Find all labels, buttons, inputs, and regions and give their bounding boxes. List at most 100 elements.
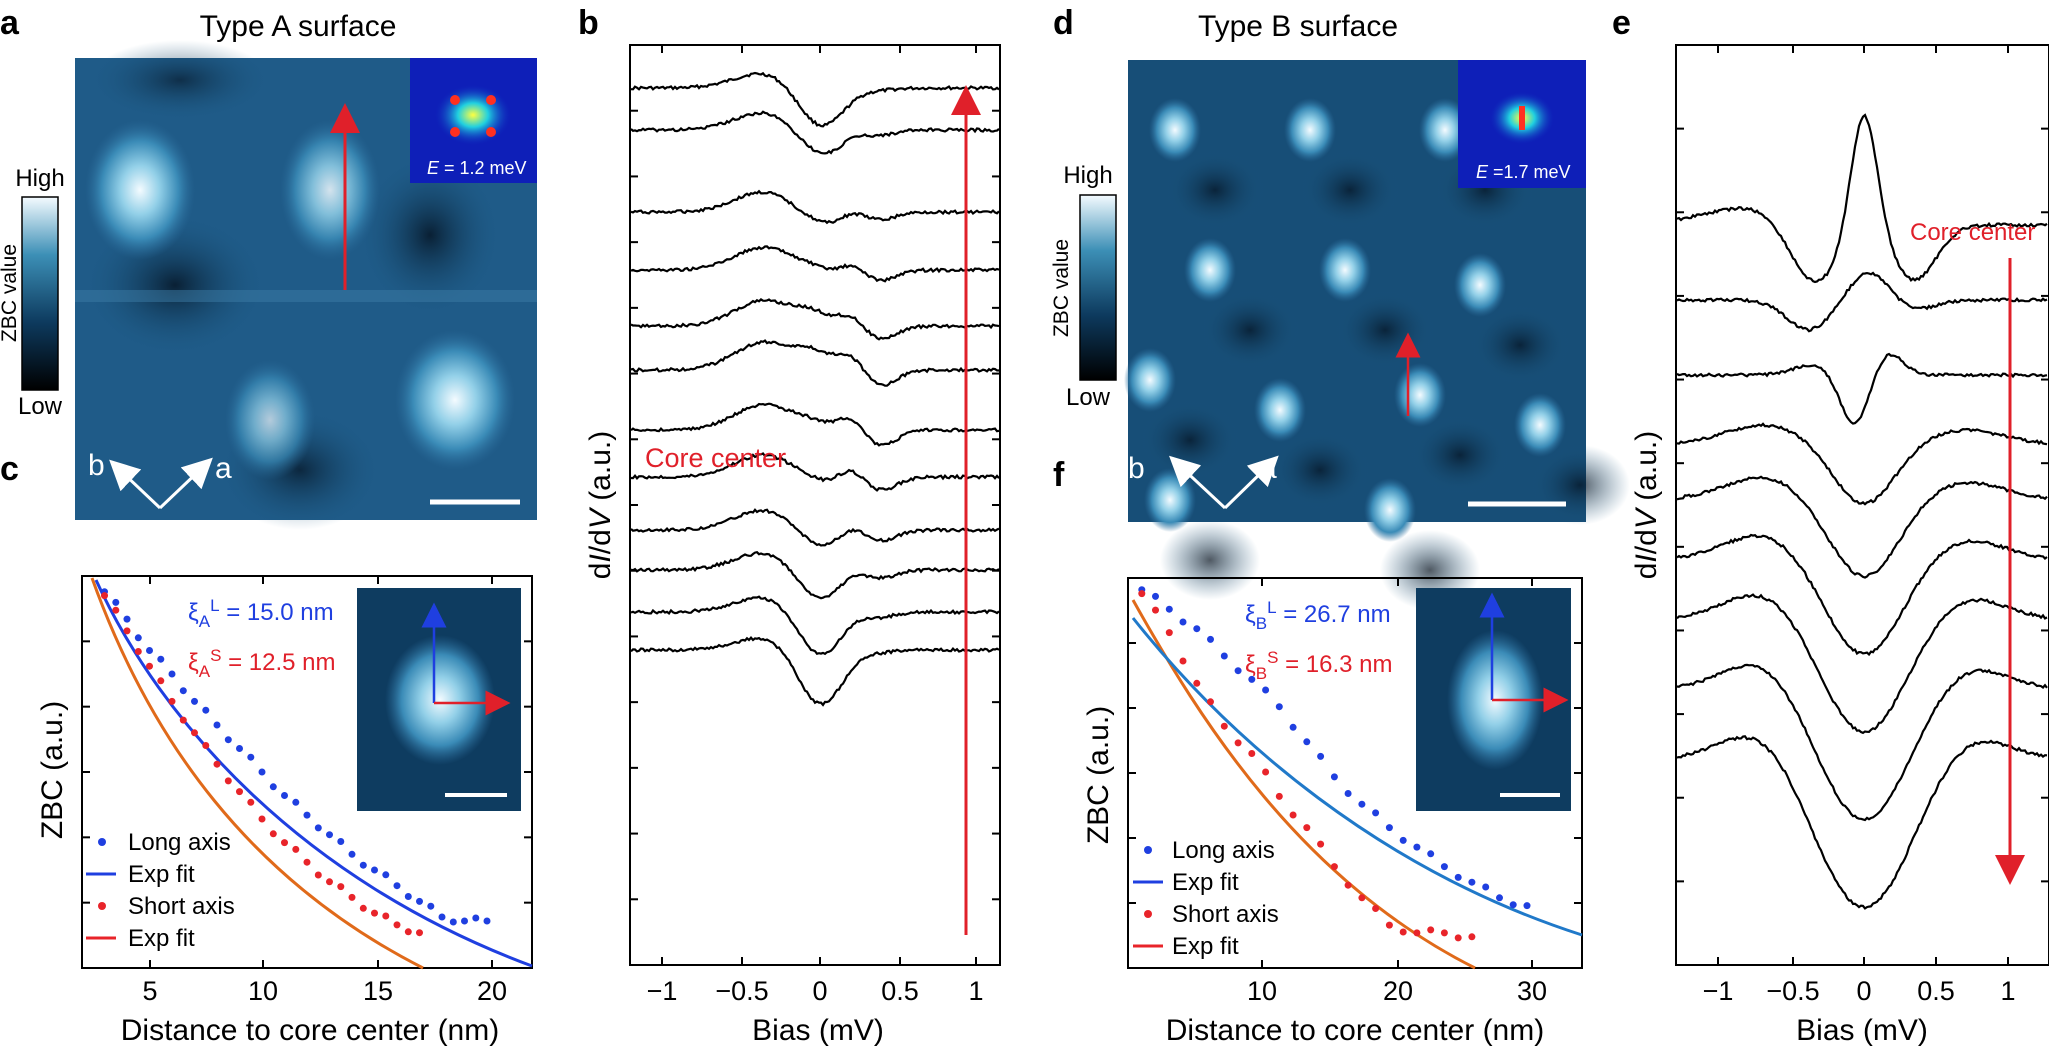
xtick-label: 0 [812,976,827,1006]
data-point [382,871,390,879]
data-point [224,777,232,785]
legend-short: Short axis [1172,901,1279,928]
data-point [168,670,176,678]
xtick-label: −0.5 [1766,976,1819,1006]
colorbar-d-high: High [1063,162,1112,189]
data-point [281,839,288,847]
xtick-label: −0.5 [715,976,768,1006]
data-point [213,760,221,768]
lattice-axes-d: b a [1128,452,1279,510]
data-point [1303,738,1311,746]
plot-e-frame [1675,44,2049,966]
vortex-spot [1254,378,1306,442]
data-point [1275,792,1283,800]
data-point [247,798,255,806]
data-point [258,815,266,823]
data-point [1138,590,1146,598]
panel-letter-c: c [0,450,19,488]
map-shading [1270,430,1370,510]
data-point [1317,752,1325,760]
xtick-label: 1 [968,976,983,1006]
legend-fit-short: Exp fit [1172,933,1239,960]
legend-marker-long [1144,846,1152,854]
data-point [1179,657,1187,665]
data-point [269,783,277,791]
data-point [348,850,356,858]
data-point [1358,800,1366,808]
data-point [1289,723,1297,731]
map-shading [1165,150,1265,230]
spectrum-curve [630,110,1000,155]
fft-energy-d: E =1.7 meV [1476,162,1571,182]
data-point [1275,703,1283,711]
data-point [1207,635,1214,643]
map-shading [1335,290,1435,370]
legend-marker-long [98,838,106,846]
xtick-label: 0.5 [1917,976,1955,1006]
spectrum-curve [630,339,1000,387]
data-point [1372,905,1380,912]
data-point [1303,824,1311,832]
spectra-e [1676,113,2048,910]
fit-short-c [90,577,424,970]
data-point [213,721,221,729]
spectrum-curve [1676,113,2048,284]
data-point [1317,840,1325,848]
vortex-spot [1144,468,1196,532]
data-point [1234,739,1242,747]
plot-b-ylabel: dI/dV (a.u.) [584,431,617,579]
colorbar-a-label: ZBC value [0,244,21,342]
map-shading [1530,445,1630,525]
legend-fit-long: Exp fit [1172,869,1239,896]
panel-d: d Type B surface E =1.7 meV b a High Low… [1050,4,1630,610]
spectrum-curve [630,189,1000,225]
data-point [416,929,423,937]
data-point [404,893,412,900]
panel-e: e Core center −1 −0.5 0 0.5 1 Bias (mV) … [1612,4,2049,1047]
legend-long: Long axis [1172,837,1275,864]
plot-e-ticks [1676,45,2049,965]
data-point [371,866,378,874]
data-point [359,904,367,912]
data-point [1399,836,1407,844]
data-point [1344,790,1352,797]
data-point [382,912,390,920]
xtick-label: 0.5 [881,976,919,1006]
legend-short: Short axis [128,893,235,920]
map-shading [1300,150,1400,230]
data-point [1220,722,1228,730]
data-point [1344,881,1352,889]
data-point [1427,850,1435,858]
plot-f-xlabel: Distance to core center (nm) [1166,1014,1544,1047]
data-point [303,811,311,819]
spectrum-curve [630,595,1000,656]
legend-long: Long axis [128,829,231,856]
xi-long-c: ξAL = 15.0 nm [188,596,334,631]
spectrum-curve [1676,735,2048,910]
data-point [1454,934,1462,942]
data-point [146,662,153,670]
spectrum-curve [1676,352,2048,425]
data-point [326,831,333,839]
xi-short-f: ξBS = 16.3 nm [1245,648,1393,683]
data-point [393,921,401,929]
xtick-label: 10 [1247,976,1277,1006]
fit-long-f [1131,617,1583,937]
colorbar-a-high: High [15,165,64,192]
spectrum-curve [1676,271,2048,333]
data-point [179,687,187,695]
lattice-axes-a: b a [88,449,232,510]
vortex-spot [1514,393,1566,457]
xtick-label: 1 [2000,976,2015,1006]
xtick-label: −1 [1703,976,1734,1006]
data-point [371,909,378,917]
data-point [438,913,446,921]
data-point [1440,863,1448,871]
short-axis-points-f [1138,590,1476,942]
spectrum-curve [1676,422,2048,506]
data-point [123,615,131,623]
legend-c: Long axis Exp fit Short axis Exp fit [86,829,235,952]
data-point [1193,679,1201,687]
xtick-label: 20 [477,976,507,1006]
